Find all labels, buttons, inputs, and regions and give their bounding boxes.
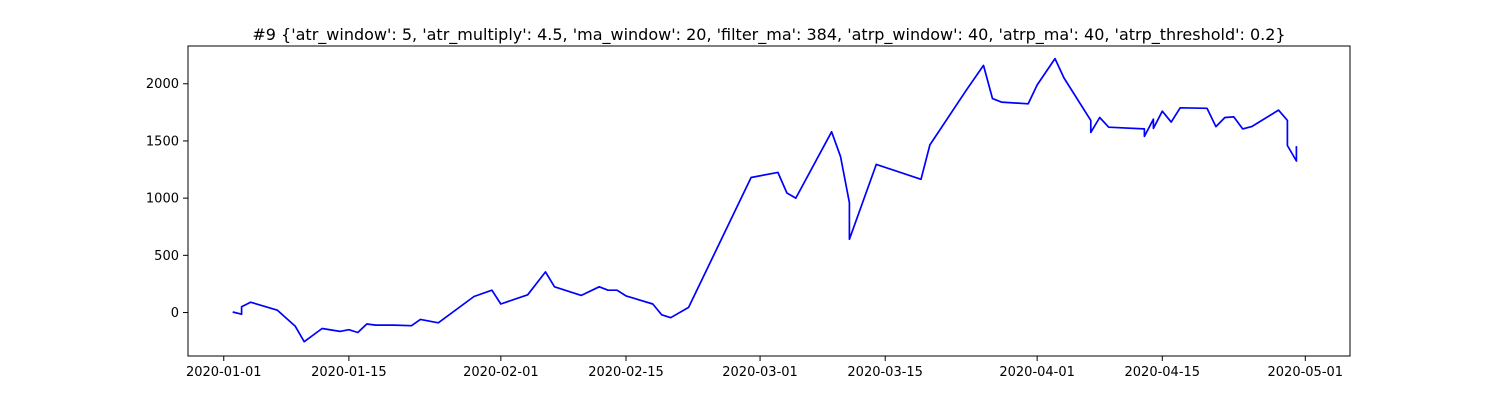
y-tick-label: 1500 <box>146 134 179 149</box>
x-tick-label: 2020-05-01 <box>1268 365 1344 380</box>
x-tick-label: 2020-02-01 <box>463 365 539 380</box>
x-tick-label: 2020-01-01 <box>186 365 262 380</box>
x-tick-label: 2020-02-15 <box>588 365 664 380</box>
x-tick-label: 2020-01-15 <box>311 365 387 380</box>
y-tick-label: 1000 <box>146 192 179 207</box>
y-tick-label: 500 <box>154 249 179 264</box>
x-tick-label: 2020-04-15 <box>1125 365 1201 380</box>
x-tick-label: 2020-03-15 <box>847 365 923 380</box>
chart-title: #9 {'atr_window': 5, 'atr_multiply': 4.5… <box>252 25 1285 45</box>
series-line <box>232 57 1298 343</box>
plot-frame <box>187 45 1351 357</box>
y-tick-label: 0 <box>171 306 179 321</box>
y-axis: 0 500 1000 1500 2000 <box>146 77 188 321</box>
x-tick-label: 2020-04-01 <box>999 365 1075 380</box>
y-tick-label: 2000 <box>146 77 179 92</box>
x-axis: 2020-01-01 2020-01-15 2020-02-01 2020-02-15… <box>186 356 1343 380</box>
x-tick-label: 2020-03-01 <box>722 365 798 380</box>
